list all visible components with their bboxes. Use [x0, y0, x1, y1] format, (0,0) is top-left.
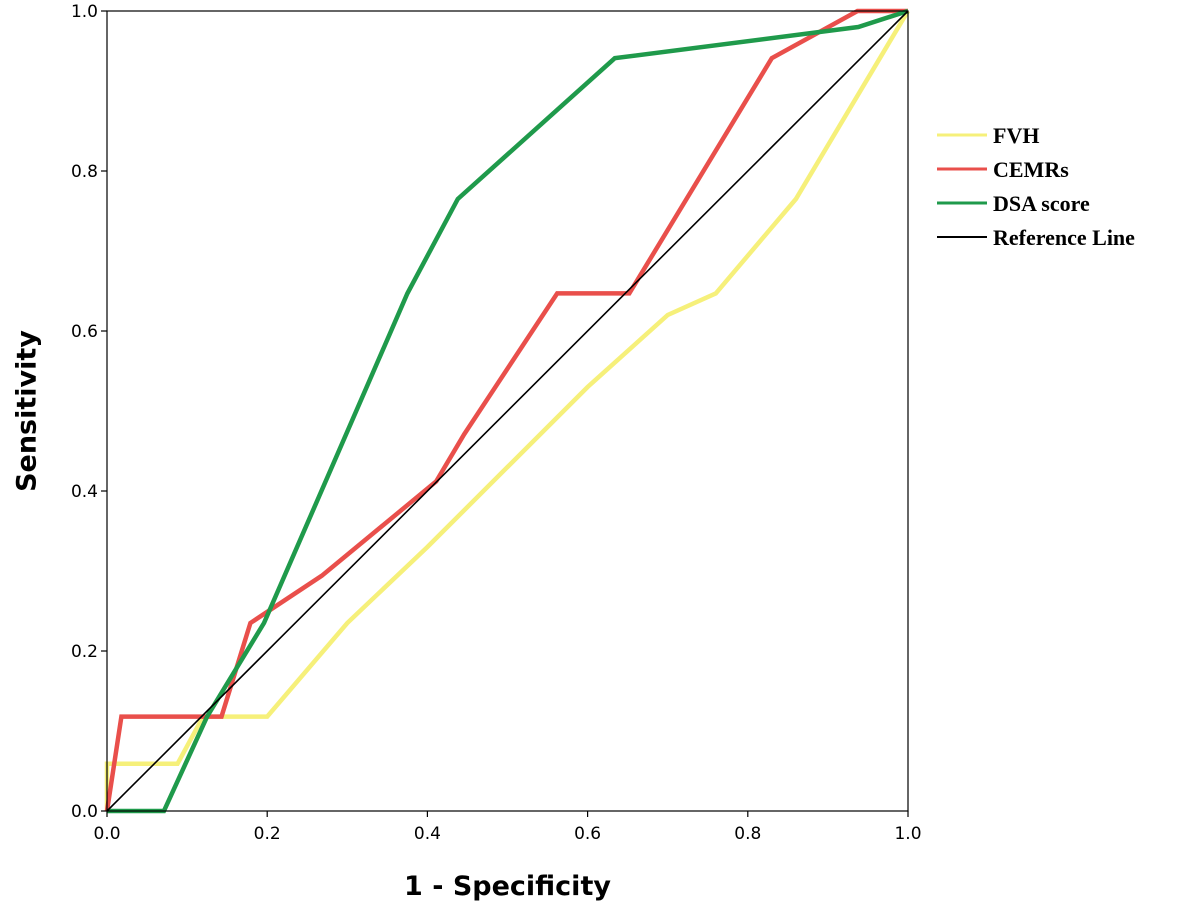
y-tick-label: 1.0 — [71, 2, 98, 22]
x-tick-label: 0.6 — [574, 824, 601, 844]
x-tick-label: 0.8 — [734, 824, 761, 844]
series-line-dsa-score — [107, 8, 909, 814]
y-axis-title: Sensitivity — [12, 330, 43, 492]
legend-label-cemrs: CEMRs — [993, 157, 1069, 182]
x-tick-label: 1.0 — [894, 824, 921, 844]
series-line-fvh — [104, 9, 910, 811]
legend-label-dsa-score: DSA score — [993, 191, 1090, 216]
y-tick-label: 0.0 — [71, 802, 98, 822]
legend-label-fvh: FVH — [993, 123, 1039, 148]
x-tick-label: 0.2 — [254, 824, 281, 844]
axes-layer — [106, 10, 909, 812]
legend: FVH CEMRs DSA score Reference Line — [937, 123, 1135, 250]
plot-frame — [106, 10, 909, 812]
series-line-reference-line — [106, 10, 909, 812]
ticks-layer: 0.0 0.2 0.4 0.6 0.8 1.0 0.0 0.2 0.4 0.6 0.8 1.0 — [71, 2, 922, 844]
x-tick-label: 0.4 — [414, 824, 441, 844]
y-tick-label: 0.4 — [71, 482, 98, 502]
x-axis-title: 1 - Specificity — [404, 871, 611, 902]
y-tick-label: 0.8 — [71, 162, 98, 182]
y-tick-label: 0.2 — [71, 642, 98, 662]
legend-label-reference-line: Reference Line — [993, 225, 1135, 250]
y-tick-label: 0.6 — [71, 322, 98, 342]
x-tick-label: 0.0 — [93, 824, 120, 844]
series-layer — [104, 8, 910, 814]
